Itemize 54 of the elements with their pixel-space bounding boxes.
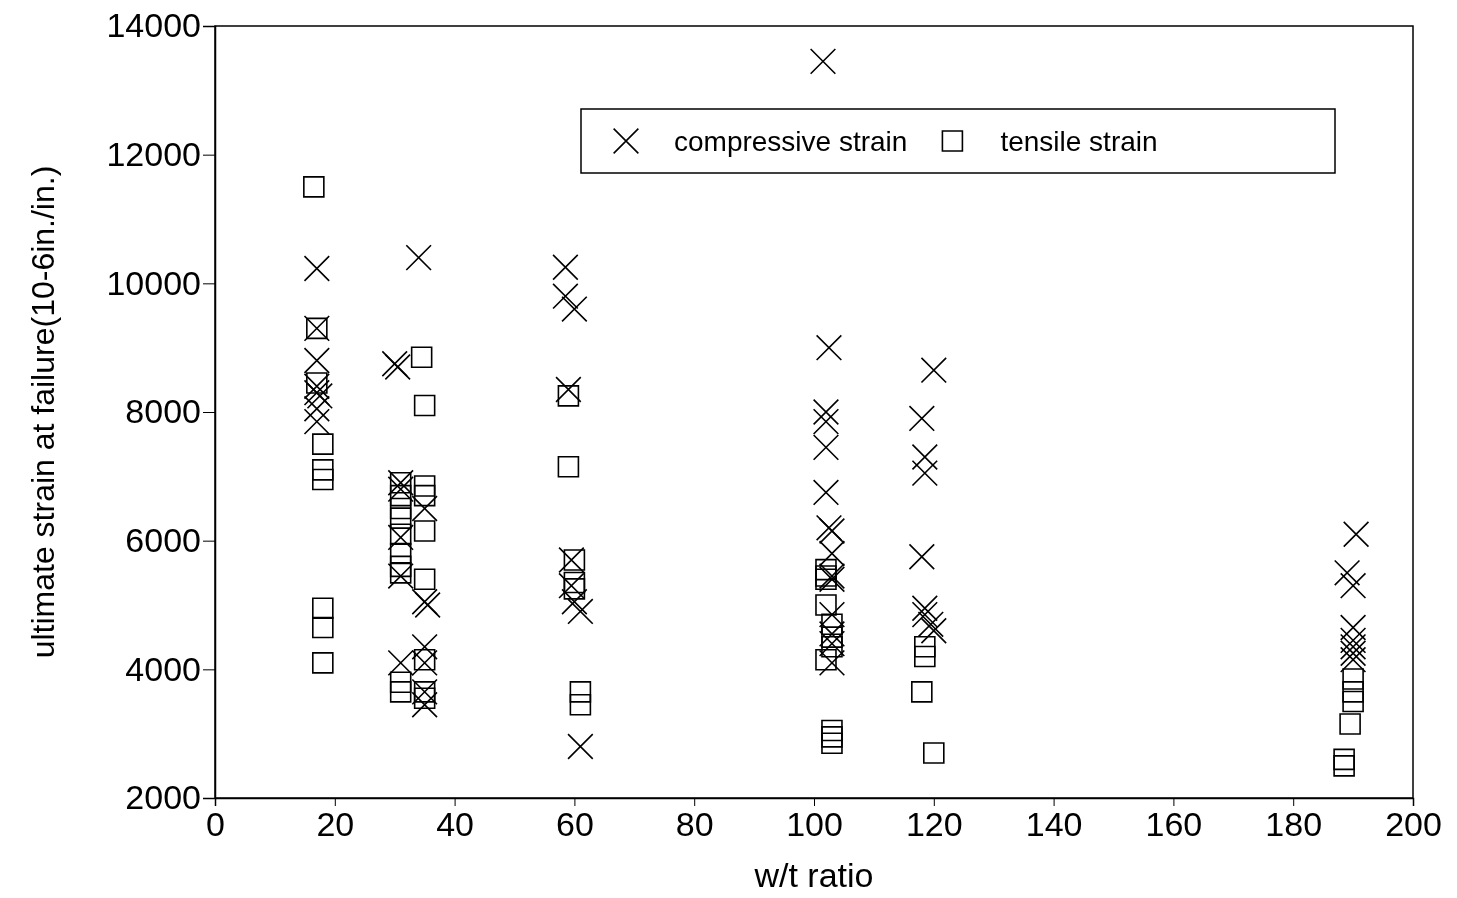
- point: [389, 507, 412, 529]
- x-tick-label: 140: [1025, 805, 1083, 844]
- y-tick-label: 8000: [125, 392, 201, 431]
- point: [413, 394, 436, 417]
- y-tick-label: 6000: [125, 521, 201, 560]
- point: [410, 346, 433, 369]
- x-tick-label: 60: [555, 805, 594, 844]
- point: [312, 433, 334, 455]
- point: [389, 497, 412, 520]
- point: [312, 468, 334, 491]
- y-tick-label: 4000: [125, 649, 201, 688]
- point: [1333, 748, 1355, 771]
- point: [914, 636, 936, 658]
- point: [821, 726, 843, 748]
- point: [1342, 690, 1364, 713]
- point: [821, 732, 843, 755]
- point: [413, 568, 436, 591]
- point: [911, 681, 933, 703]
- point: [569, 681, 592, 703]
- x-tick-label: 100: [786, 805, 843, 844]
- point: [1342, 681, 1364, 703]
- y-tick-label: 14000: [106, 6, 201, 45]
- point: [1339, 713, 1361, 735]
- y-tick-label: 2000: [125, 778, 201, 817]
- point: [312, 616, 334, 639]
- x-tick-label: 160: [1145, 805, 1203, 844]
- point: [821, 719, 843, 742]
- x-tick-label: 20: [316, 805, 355, 844]
- x-tick-label: 180: [1265, 805, 1323, 844]
- point: [557, 455, 580, 478]
- x-tick-label: 120: [905, 805, 963, 844]
- point: [1333, 755, 1355, 777]
- point: [413, 475, 436, 497]
- x-tick-label: 40: [436, 805, 475, 844]
- x-tick-label: 0: [206, 805, 225, 844]
- y-tick-label: 10000: [106, 263, 201, 302]
- point: [569, 693, 592, 716]
- legend-label: tensile strain: [1000, 126, 1158, 157]
- point: [389, 681, 412, 703]
- x-tick-label: 80: [675, 805, 714, 844]
- point: [312, 597, 334, 620]
- point: [312, 459, 334, 481]
- point: [914, 645, 936, 668]
- point: [413, 520, 436, 542]
- point: [1342, 668, 1364, 690]
- y-tick-label: 12000: [106, 135, 201, 174]
- point: [923, 742, 945, 764]
- x-tick-label: 200: [1385, 805, 1442, 844]
- y-axis-title: ultimate strain at failure(10-6in./in.): [25, 165, 61, 659]
- legend-label: compressive strain: [674, 126, 908, 157]
- x-axis-title: w/t ratio: [753, 856, 874, 894]
- point: [312, 652, 334, 674]
- point: [389, 671, 412, 693]
- point: [303, 176, 325, 198]
